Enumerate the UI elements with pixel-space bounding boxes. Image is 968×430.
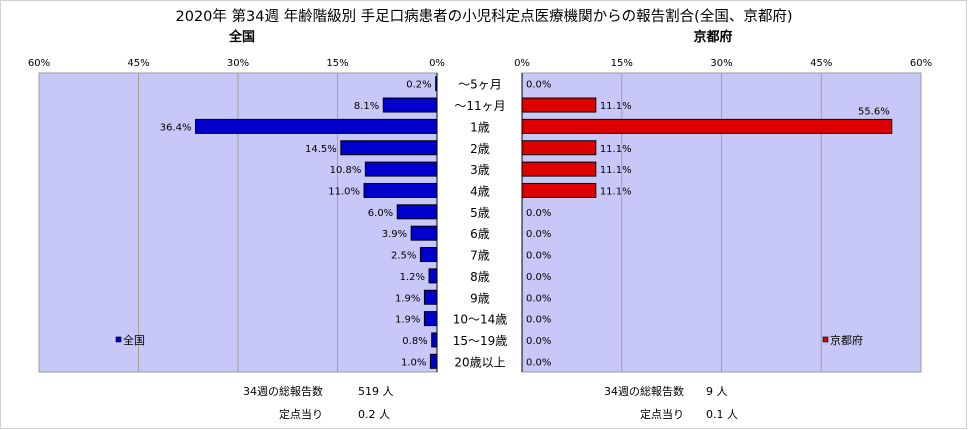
bar-left xyxy=(396,204,438,220)
data-label-right: 0.0% xyxy=(526,80,551,91)
category-label: 10～14歳 xyxy=(453,313,508,327)
data-label-left: 1.9% xyxy=(395,293,420,304)
category-label: ～11ヶ月 xyxy=(454,99,505,113)
category-label: 3歳 xyxy=(470,163,490,177)
chart-title: 2020年 第34週 年齢階級別 手足口病患者の小児科定点医療機関からの報告割合… xyxy=(176,7,793,25)
summary-value-right: 0.1 人 xyxy=(706,408,738,421)
summary-value-left: 519 人 xyxy=(358,385,394,398)
bar-left xyxy=(363,182,438,198)
summary-value-right: 9 人 xyxy=(706,385,728,398)
data-label-right: 11.1% xyxy=(600,144,632,155)
bar-left xyxy=(431,332,438,348)
bar-left xyxy=(419,247,438,263)
tick-label-right: 30% xyxy=(710,58,732,69)
data-label-left: 8.1% xyxy=(354,101,379,112)
data-label-left: 0.2% xyxy=(406,80,431,91)
category-label: ～5ヶ月 xyxy=(458,78,502,92)
bar-right xyxy=(521,118,893,134)
summary-label-right: 定点当り xyxy=(640,407,684,421)
summary-label-right: 34週の総報告数 xyxy=(604,384,684,398)
tick-label-right: 60% xyxy=(910,58,932,69)
bar-left xyxy=(423,311,438,327)
data-label-left: 11.0% xyxy=(328,186,360,197)
data-label-right: 0.0% xyxy=(526,272,551,283)
category-label: 6歳 xyxy=(470,227,490,241)
category-label: 4歳 xyxy=(470,184,490,198)
chart-panels: 全国 60% 45% 30% 15% 0% 0.2% 8.1% 36.4% 14.5% 10.8% 1… xyxy=(28,29,932,421)
legend-label-left: 全国 xyxy=(123,333,145,347)
bar-right xyxy=(521,140,597,156)
tick-label-left: 60% xyxy=(28,58,50,69)
data-label-right: 0.0% xyxy=(526,336,551,347)
data-label-left: 36.4% xyxy=(160,122,192,133)
category-label: 15～19歳 xyxy=(453,334,508,348)
bar-left xyxy=(429,353,438,369)
category-label: 7歳 xyxy=(470,249,490,263)
data-label-left: 1.9% xyxy=(395,315,420,326)
bar-left xyxy=(340,140,438,156)
category-label: 20歳以上 xyxy=(454,355,505,369)
data-label-right: 11.1% xyxy=(600,101,632,112)
panel-heading-left: 全国 xyxy=(228,29,255,45)
tick-label-left: 45% xyxy=(127,58,149,69)
data-label-left: 1.0% xyxy=(401,357,426,368)
tick-label-left: 30% xyxy=(227,58,249,69)
tick-label-right: 45% xyxy=(810,58,832,69)
data-label-left: 2.5% xyxy=(391,251,416,262)
category-label: 5歳 xyxy=(470,206,490,220)
tick-label-left: 15% xyxy=(326,58,348,69)
data-label-right: 0.0% xyxy=(526,251,551,262)
bar-left xyxy=(410,225,438,241)
category-label: 1歳 xyxy=(470,120,490,134)
data-label-right: 0.0% xyxy=(526,208,551,219)
bar-right xyxy=(521,161,597,177)
bar-left xyxy=(195,118,438,134)
bar-left xyxy=(435,76,438,92)
legend-swatch-right xyxy=(822,336,829,343)
summary-label-left: 34週の総報告数 xyxy=(243,384,323,398)
summary-label-left: 定点当り xyxy=(279,407,323,421)
data-label-left: 14.5% xyxy=(305,144,337,155)
bar-left xyxy=(428,268,438,284)
legend-swatch-left xyxy=(115,336,122,343)
data-label-right: 0.0% xyxy=(526,229,551,240)
tick-label-left: 0% xyxy=(429,58,445,69)
data-label-left: 1.2% xyxy=(400,272,425,283)
data-label-left: 6.0% xyxy=(368,208,393,219)
category-label: 8歳 xyxy=(470,270,490,284)
data-label-right: 0.0% xyxy=(526,293,551,304)
tick-label-right: 15% xyxy=(611,58,633,69)
bar-right xyxy=(521,97,597,113)
data-label-right: 11.1% xyxy=(600,165,632,176)
bar-left xyxy=(423,289,438,305)
bar-right xyxy=(521,182,597,198)
data-label-left: 0.8% xyxy=(402,336,427,347)
data-label-right: 0.0% xyxy=(526,357,551,368)
bar-left xyxy=(364,161,438,177)
legend-label-right: 京都府 xyxy=(830,333,863,347)
bar-left xyxy=(382,97,438,113)
summary-value-left: 0.2 人 xyxy=(358,408,390,421)
data-label-left: 3.9% xyxy=(382,229,407,240)
data-label-right: 11.1% xyxy=(600,186,632,197)
data-label-right: 55.6% xyxy=(858,106,890,117)
category-label: 9歳 xyxy=(470,291,490,305)
category-label: 2歳 xyxy=(470,142,490,156)
panel-heading-right: 京都府 xyxy=(693,29,732,45)
data-label-left: 10.8% xyxy=(330,165,362,176)
tick-label-right: 0% xyxy=(514,58,530,69)
data-label-right: 0.0% xyxy=(526,315,551,326)
